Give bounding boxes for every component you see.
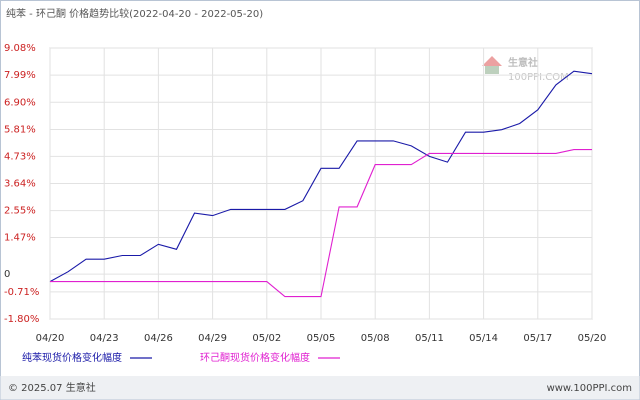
series-line	[50, 149, 592, 298]
y-tick-label: 9.08%	[4, 43, 36, 54]
y-tick-label: 6.90%	[4, 97, 36, 108]
y-tick-label: 7.99%	[4, 70, 36, 81]
y-tick-label: 0	[4, 269, 10, 280]
legend-label: 环己酮现货价格变化幅度	[200, 351, 310, 364]
x-tick-label: 05/11	[415, 333, 444, 344]
x-tick-label: 04/23	[90, 333, 119, 344]
x-tick-label: 05/17	[523, 333, 552, 344]
y-tick-label: 1.47%	[4, 233, 36, 244]
x-tick-label: 04/26	[144, 333, 173, 344]
series-line	[49, 70, 593, 283]
footer-bar	[0, 376, 640, 400]
chart-title: 纯苯 - 环己酮 价格趋势比较(2022-04-20 - 2022-05-20)	[6, 7, 263, 20]
x-tick-label: 05/08	[361, 333, 390, 344]
x-tick-label: 04/20	[36, 333, 65, 344]
x-tick-label: 05/14	[469, 333, 498, 344]
x-tick-label: 05/02	[252, 333, 281, 344]
y-tick-label: 4.73%	[4, 151, 36, 162]
y-tick-label: 2.55%	[4, 206, 36, 217]
copyright: © 2025.07 生意社	[8, 381, 96, 394]
y-tick-label: -1.80%	[4, 314, 39, 325]
watermark: 生意社 100PPI.COM	[482, 56, 569, 83]
watermark-text: 生意社	[508, 56, 538, 69]
y-tick-label: -0.71%	[4, 287, 39, 298]
x-tick-label: 05/05	[307, 333, 336, 344]
footer-url: www.100PPI.com	[547, 383, 632, 394]
x-tick-label: 05/20	[578, 333, 607, 344]
legend-label: 纯苯现货价格变化幅度	[22, 351, 122, 364]
x-tick-label: 04/29	[198, 333, 227, 344]
watermark-logo	[482, 56, 502, 66]
y-tick-label: 5.81%	[4, 124, 36, 135]
y-tick-label: 3.64%	[4, 179, 36, 190]
watermark-logo-base	[485, 66, 499, 74]
watermark-sub: 100PPI.COM	[508, 72, 569, 83]
